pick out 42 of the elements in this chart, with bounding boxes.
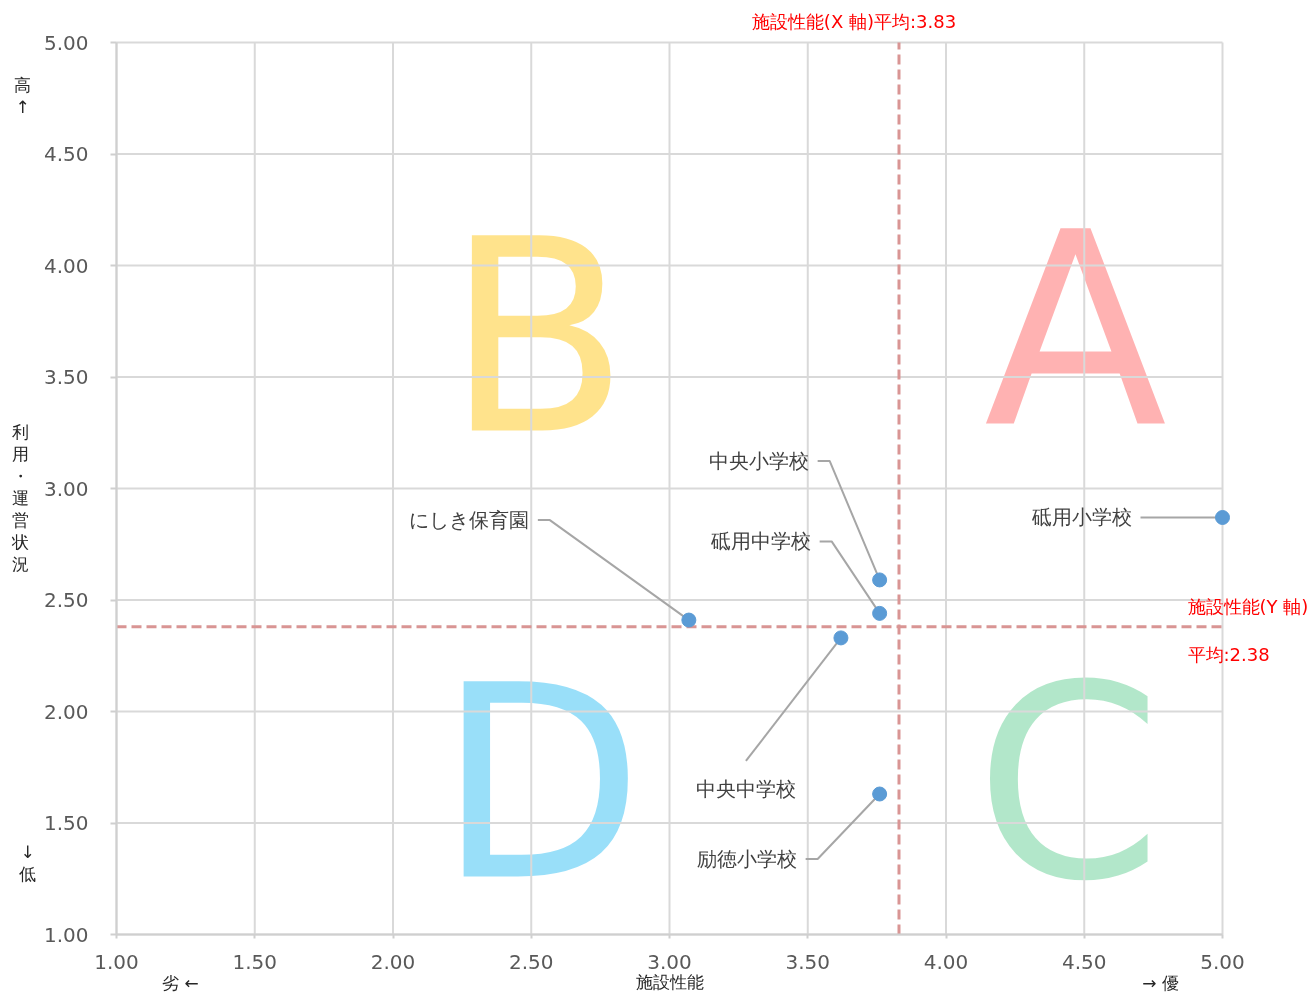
point — [833, 630, 849, 646]
annotation: 砥用小学校 — [1030, 505, 1132, 530]
annotation: 砥用中学校 — [709, 529, 811, 554]
x-axis-title: 施設性能 — [635, 971, 704, 992]
annotation: にしき保育園 — [408, 508, 529, 533]
y-tick-label: 4.00 — [43, 253, 89, 278]
y-tick-label: 4.50 — [43, 142, 89, 166]
annotation: 中央中学校 — [695, 776, 796, 801]
point — [1215, 510, 1230, 525]
annotation: C — [974, 627, 1163, 940]
x-tick-label: 2.00 — [370, 949, 416, 974]
point — [872, 605, 888, 621]
annotation: A — [983, 174, 1169, 487]
annotation: 励徳小学校 — [696, 847, 797, 872]
y-tick-label: 2.50 — [43, 588, 89, 612]
x-tick-label: 5.00 — [1200, 949, 1245, 974]
annotation: 中央小学校 — [708, 448, 809, 473]
text: → 優 — [1142, 972, 1179, 993]
x-tick-label: 3.00 — [647, 949, 692, 974]
y-tick-label: 1.00 — [43, 922, 89, 947]
text: 劣 ← — [162, 972, 199, 993]
point — [872, 572, 888, 588]
x-tick-label: 1.50 — [232, 949, 278, 974]
text: ↓ 低 — [19, 841, 36, 884]
annotation: B — [445, 181, 630, 494]
x-tick-label: 3.50 — [785, 949, 831, 974]
x-tick-label: 4.00 — [923, 949, 969, 974]
y-tick-label: 3.00 — [43, 476, 89, 501]
x-tick-label: 4.50 — [1061, 949, 1107, 974]
annotation: D — [437, 627, 644, 940]
y-tick-label: 2.00 — [43, 699, 89, 724]
y-tick-label: 5.00 — [43, 30, 89, 55]
text: 高 ↑ — [14, 74, 31, 117]
point — [681, 612, 697, 628]
y-tick-label: 3.50 — [43, 365, 89, 389]
point — [872, 786, 888, 802]
y-axis-title: 利用・運営状況 — [11, 421, 29, 574]
y-tick-label: 1.50 — [43, 811, 89, 835]
x-tick-label: 1.00 — [94, 949, 139, 974]
ref-line-label: 施設性能(X 軸)平均:3.83 — [751, 11, 957, 32]
text: 施設性能(Y 軸) 平均:2.38 — [1187, 596, 1309, 666]
x-tick-label: 2.50 — [508, 949, 554, 974]
